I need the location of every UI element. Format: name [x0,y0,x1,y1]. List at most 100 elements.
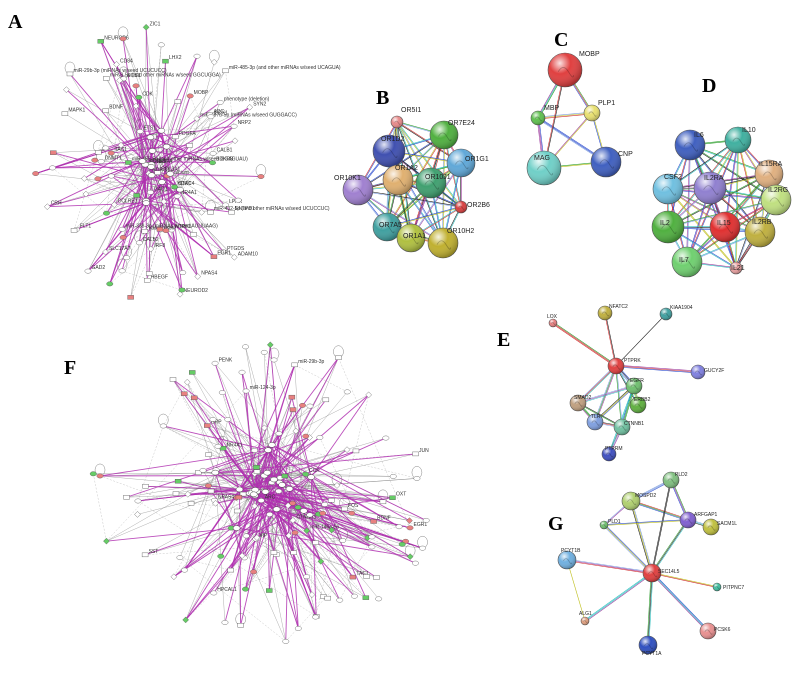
network-node[interactable] [184,490,192,498]
node-lox[interactable] [548,318,558,328]
network-node[interactable] [173,193,181,199]
network-node[interactable] [141,552,149,558]
node-pcsk6[interactable] [699,622,717,640]
network-node[interactable] [97,159,105,164]
network-node[interactable] [348,510,356,516]
hub-node[interactable] [158,179,166,185]
network-node[interactable] [217,553,225,559]
network-node[interactable] [260,349,268,355]
network-node[interactable] [302,433,310,439]
network-node[interactable] [289,517,297,524]
hub-node[interactable] [285,486,294,492]
network-node[interactable] [321,502,329,507]
network-node[interactable] [238,552,246,559]
network-node[interactable] [322,397,330,403]
node-arfgap1[interactable] [679,511,697,529]
node-alg1[interactable] [580,616,590,626]
network-node[interactable] [214,443,222,449]
network-node[interactable] [174,99,182,104]
network-node[interactable] [156,227,164,232]
network-node[interactable] [303,574,310,580]
node-or1a2[interactable] [382,164,414,196]
network-node[interactable] [145,271,153,276]
network-node[interactable] [398,541,406,547]
network-node[interactable] [363,574,370,579]
network-node[interactable] [370,519,377,524]
network-node[interactable] [171,184,179,190]
network-node[interactable] [179,270,187,276]
network-node[interactable] [362,595,370,600]
hub-node[interactable] [250,491,258,498]
hub-node[interactable] [300,508,308,514]
network-node[interactable] [63,86,70,93]
network-node[interactable] [207,114,215,120]
network-node[interactable] [81,175,88,182]
network-node[interactable] [186,143,193,148]
network-node[interactable] [207,488,215,494]
node-pcyt1b[interactable] [557,550,577,570]
node-pld2[interactable] [662,471,680,489]
hub-node[interactable] [142,200,150,206]
network-node[interactable] [333,482,341,489]
network-node[interactable] [221,620,229,625]
node-ptprm[interactable] [601,446,617,462]
network-node[interactable] [343,389,351,395]
network-node[interactable] [228,209,235,215]
network-node[interactable] [32,171,40,176]
network-node[interactable] [246,103,254,111]
network-node[interactable] [182,616,189,624]
network-node[interactable] [303,527,311,534]
node-or7e24[interactable] [429,120,459,150]
network-node[interactable] [270,550,278,555]
network-node[interactable] [349,574,357,580]
network-node[interactable] [159,423,167,429]
network-node[interactable] [210,254,218,259]
network-node[interactable] [84,268,92,274]
node-il2rg[interactable] [760,184,792,216]
network-node[interactable] [96,473,104,479]
network-node[interactable] [176,555,184,561]
network-node[interactable] [351,593,358,599]
network-node[interactable] [184,378,191,386]
hub-node[interactable] [176,186,184,193]
network-node[interactable] [170,573,178,581]
network-node[interactable] [141,229,149,234]
network-node[interactable] [316,435,324,440]
node-csf2[interactable] [652,173,684,205]
network-node[interactable] [119,234,127,240]
hub-node[interactable] [157,127,166,134]
node-erbb2[interactable] [629,396,647,414]
hub-node[interactable] [232,525,241,531]
hub-node[interactable] [146,134,155,141]
network-node[interactable] [123,495,130,500]
network-node[interactable] [134,498,142,504]
network-node[interactable] [389,495,396,500]
network-node[interactable] [211,360,219,366]
node-gucy2f[interactable] [690,364,706,380]
network-node[interactable] [253,465,260,470]
network-node[interactable] [253,469,261,474]
network-node[interactable] [413,476,421,481]
network-node[interactable] [242,586,249,592]
node-il2rb[interactable] [744,216,776,248]
network-node[interactable] [61,111,69,116]
network-node[interactable] [294,504,302,510]
network-node[interactable] [306,512,314,518]
node-mbp[interactable] [530,110,546,126]
network-node[interactable] [382,435,390,441]
network-node[interactable] [294,626,302,631]
network-node[interactable] [324,595,331,601]
network-node[interactable] [257,174,265,179]
hub-node[interactable] [147,172,156,178]
network-node[interactable] [231,137,239,145]
hub-node[interactable] [162,143,171,150]
hub-node[interactable] [307,474,315,480]
node-plp1[interactable] [583,104,601,122]
hub-node[interactable] [138,158,147,164]
network-node[interactable] [352,448,360,454]
network-node[interactable] [379,499,387,505]
network-node[interactable] [406,525,414,531]
network-node[interactable] [231,253,238,261]
network-node[interactable] [102,248,109,256]
network-node[interactable] [198,209,205,216]
